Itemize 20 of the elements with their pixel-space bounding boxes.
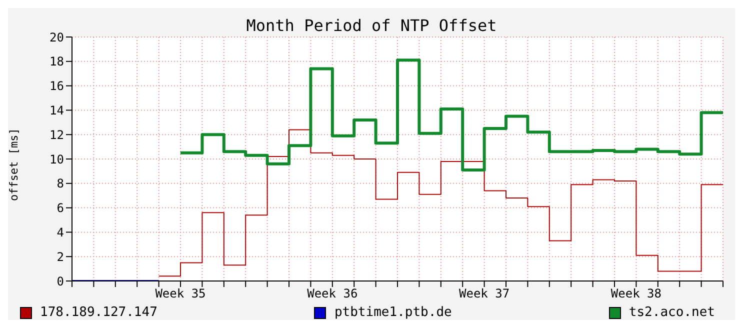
x-tick-label: Week 37: [459, 286, 510, 301]
y-tick-label: 6: [56, 201, 64, 216]
x-tick-label: Week 35: [155, 286, 206, 301]
legend-label: ts2.aco.net: [628, 305, 715, 320]
y-tick-label: 16: [50, 79, 64, 94]
legend-label: 178.189.127.147: [39, 305, 158, 320]
y-tick-label: 10: [50, 152, 64, 166]
y-tick-label: 18: [50, 54, 64, 69]
y-tick-label: 14: [50, 103, 64, 118]
y-tick-label: 0: [56, 274, 64, 288]
legend-label: ptbtime1.ptb.de: [333, 305, 452, 320]
x-tick-label: Week 38: [610, 286, 662, 301]
y-axis-title: offset [ms]: [8, 127, 20, 203]
y-tick-label: 12: [50, 128, 64, 142]
chart-title: Month Period of NTP Offset: [246, 16, 497, 35]
y-tick-label: 20: [50, 30, 64, 44]
y-tick-label: 2: [56, 250, 64, 264]
x-tick-label: Week 36: [307, 286, 358, 301]
y-tick-label: 4: [56, 225, 64, 240]
y-tick-label: 8: [56, 176, 64, 191]
